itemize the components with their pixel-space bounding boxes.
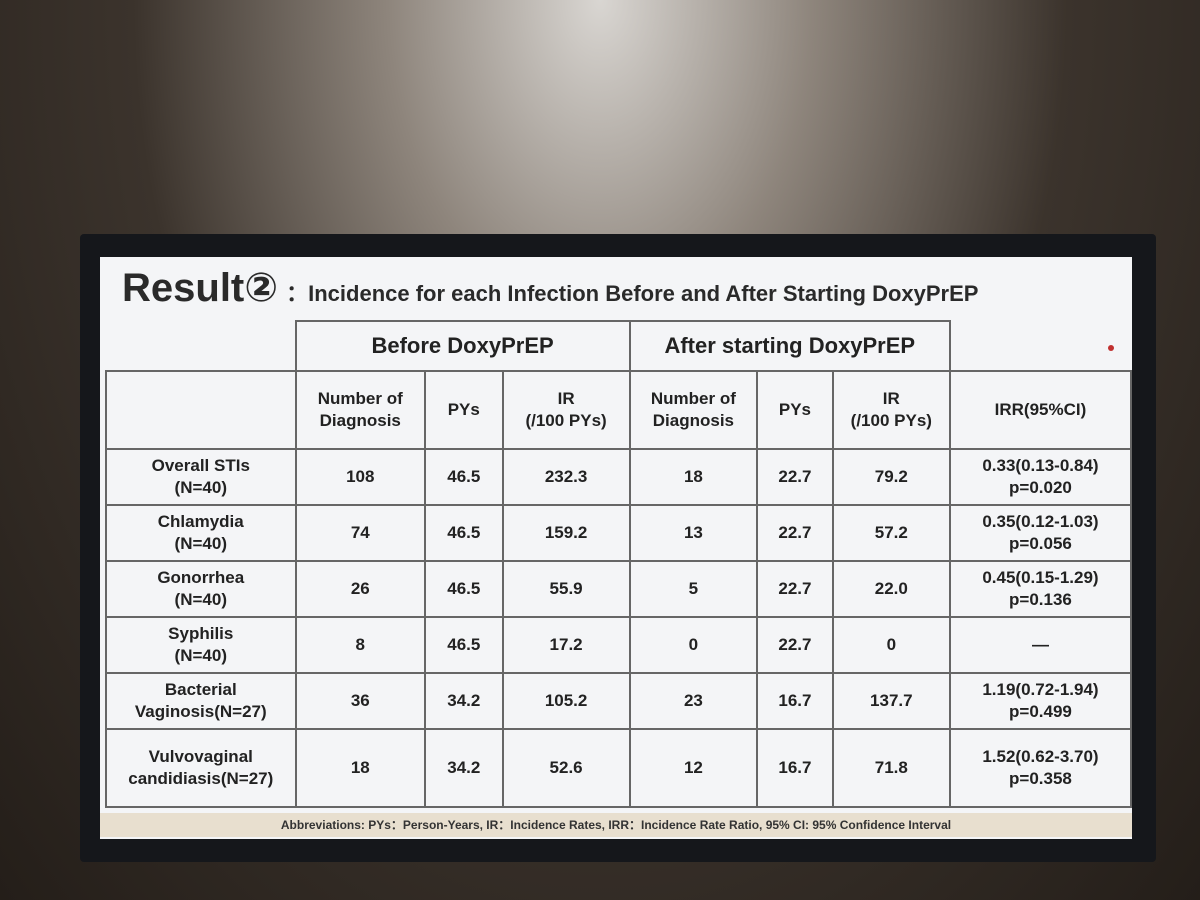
table-cell: 0 [628,616,759,674]
table-cell: 1.52(0.62-3.70) p=0.358 [948,728,1133,808]
table-row: Syphilis (N=40) 8 46.5 17.2 0 22.7 0— [105,616,1133,674]
footer: Abbreviations: PYs：Person-Years, IR：Inci… [100,813,1132,837]
row-label: Bacterial Vaginosis(N=27) [105,672,297,730]
slide: Result② ：Incidence for each Infection Bef… [100,257,1133,839]
table-cell: 1.19(0.72-1.94) p=0.499 [948,672,1133,730]
table-cell: 22.7 [756,504,834,562]
table-cell: 16.7 [756,728,834,808]
empty-cell [106,321,297,372]
table-cell: 55.9 [501,560,631,618]
row-label: Chlamydia (N=40) [105,504,297,562]
table-cell: 0.35(0.12-1.03) p=0.056 [948,504,1133,562]
table-cell: 5 [628,560,759,618]
empty-cell [105,370,297,450]
table-cell: 74 [294,504,427,562]
table-cell: 71.8 [831,728,951,808]
column-header-row: Number of Diagnosis PYs IR (/100 PYs) Numbe… [105,370,1133,450]
group-header: Before DoxyPrEP [294,320,631,372]
row-label: Vulvovaginal candidiasis(N=27) [105,728,297,808]
table-cell: 26 [294,560,427,618]
table-cell: 46.5 [424,616,504,674]
table-cell: 159.2 [501,504,631,562]
row-label: Overall STIs (N=40) [105,448,297,506]
table-cell: 12 [628,728,759,808]
column-header: IR (/100 PYs) [501,370,631,450]
table-cell: 46.5 [424,560,504,618]
table-cell: 17.2 [501,616,631,674]
table-cell: 22.0 [831,560,951,618]
table-cell: — [948,616,1133,674]
table-row: Overall STIs (N=40) 108 46.5 232.3 18 22.7 79.… [105,448,1133,506]
table-cell: 105.2 [501,672,631,730]
table-cell: 34.2 [424,672,504,730]
table-cell: 34.2 [424,728,504,808]
table-cell: 8 [294,616,427,674]
table-cell: 137.7 [831,672,951,730]
column-header: IRR(95%CI) [948,370,1133,450]
table-cell: 18 [294,728,427,808]
table-cell: 0 [831,616,951,674]
row-label: Gonorrhea (N=40) [105,560,297,618]
table-cell: 22.7 [756,560,834,618]
table-cell: 232.3 [501,448,631,506]
table-cell: 46.5 [424,448,504,506]
column-header: Number of Diagnosis [628,370,759,450]
table-row: Chlamydia (N=40) 74 46.5 159.2 13 22.7 57.2 0.3… [105,504,1133,562]
table-cell: 108 [294,448,427,506]
table-cell: 79.2 [831,448,951,506]
table-cell: 0.45(0.15-1.29) p=0.136 [948,560,1133,618]
table-row: Bacterial Vaginosis(N=27) 36 34.2 105.2 23 16… [105,672,1133,730]
slide-title: Result② ：Incidence for each Infection Bef… [122,265,978,311]
subtitle: ：Incidence for each Infection Before and… [286,281,979,306]
table-row: Gonorrhea (N=40) 26 46.5 55.9 5 22.7 22.0 0.45(… [105,560,1133,618]
table-row: Vulvovaginal candidiasis(N=27) 18 34.2 52.6… [105,728,1133,808]
table-cell: 36 [294,672,427,730]
results-table: Before DoxyPrEP After starting DoxyPrEP Nu… [105,320,1133,808]
table-cell: 52.6 [501,728,631,808]
column-header: PYs [424,370,504,450]
column-header: PYs [756,370,834,450]
column-header: Number of Diagnosis [294,370,427,450]
table-cell: 13 [628,504,759,562]
column-header: IR (/100 PYs) [831,370,951,450]
table-cell: 22.7 [756,616,834,674]
table-cell: 46.5 [424,504,504,562]
table-cell: 18 [628,448,759,506]
table-cell: 16.7 [756,672,834,730]
title: Result② [122,266,279,310]
table-cell: 0.33(0.13-0.84) p=0.020 [948,448,1133,506]
table-cell: 57.2 [831,504,951,562]
table-cell: 22.7 [756,448,834,506]
group-header-row: Before DoxyPrEP After starting DoxyPrEP [106,320,1131,372]
table-cell: 23 [628,672,759,730]
row-label: Syphilis (N=40) [105,616,297,674]
empty-cell [948,321,1131,372]
group-header: After starting DoxyPrEP [628,320,951,372]
